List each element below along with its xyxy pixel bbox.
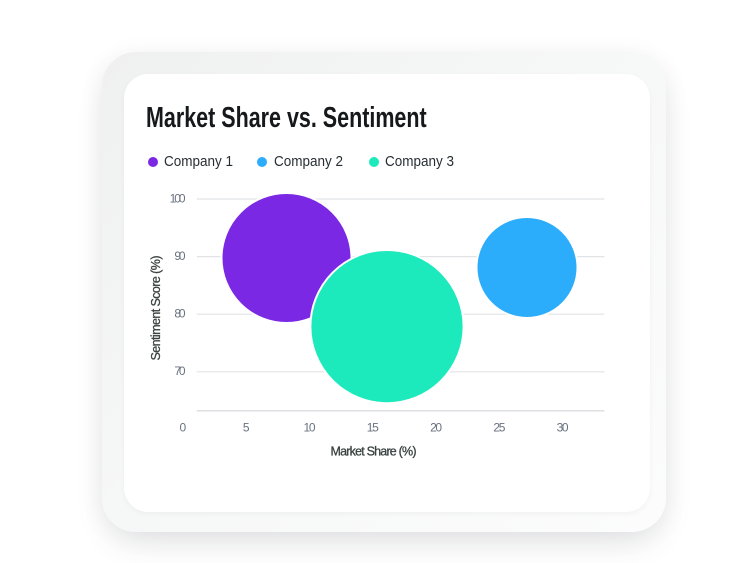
svg-text:30: 30 [557,420,569,434]
svg-text:90: 90 [174,249,186,263]
svg-text:5: 5 [243,420,250,434]
svg-text:100: 100 [170,191,186,205]
svg-text:20: 20 [430,420,442,434]
svg-text:80: 80 [174,307,186,321]
svg-text:Sentiment Score (%): Sentiment Score (%) [149,256,163,361]
svg-text:0: 0 [179,420,186,434]
svg-text:15: 15 [367,420,379,434]
svg-text:10: 10 [304,420,316,434]
svg-text:70: 70 [174,364,186,378]
svg-text:25: 25 [493,420,505,434]
svg-text:Market Share (%): Market Share (%) [331,445,417,459]
